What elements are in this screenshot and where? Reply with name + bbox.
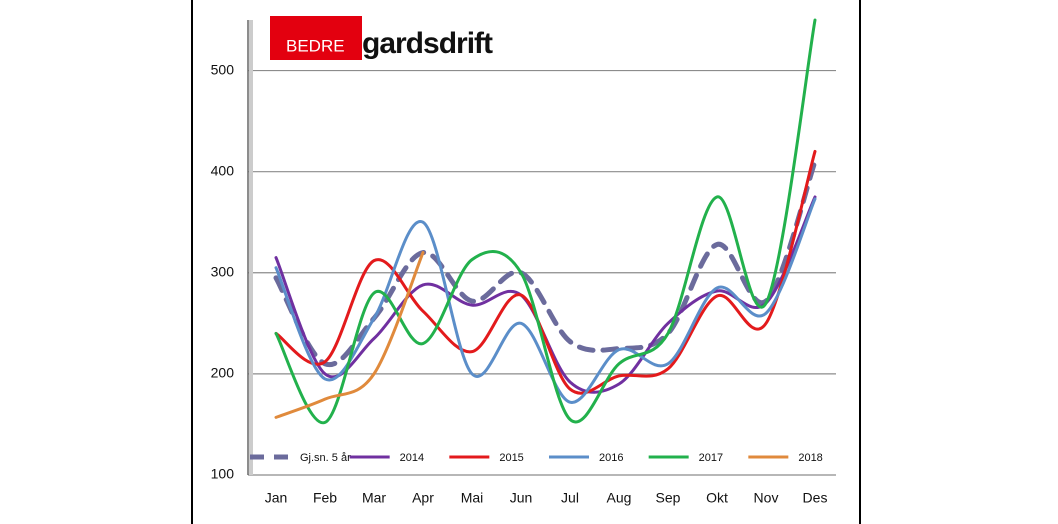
x-tick-label: Mai (461, 490, 484, 506)
series-line (274, 149, 817, 395)
y-tick-label: 200 (211, 365, 235, 381)
legend-label: 2014 (400, 452, 424, 464)
x-tick-label: Okt (706, 490, 728, 506)
legend-label: 2018 (798, 452, 822, 464)
x-tick-label: Feb (313, 490, 337, 506)
legend-label: 2017 (699, 452, 723, 464)
y-tick-label: 500 (211, 61, 235, 77)
x-tick-label: Aug (607, 490, 632, 506)
y-tick-label: 300 (211, 263, 235, 279)
x-tick-label: Jan (265, 490, 288, 506)
legend-label: 2016 (599, 452, 623, 464)
x-tick-label: Nov (754, 490, 779, 506)
logo-box (270, 16, 362, 60)
y-tick-label: 100 (211, 466, 235, 482)
x-tick-label: Mar (362, 490, 386, 506)
series-line (274, 251, 425, 419)
y-tick-label: 400 (211, 162, 235, 178)
series-line (273, 159, 818, 368)
legend-label: 2015 (499, 452, 523, 464)
legend-label: Gj.sn. 5 år (300, 452, 351, 464)
x-tick-label: Jun (510, 490, 533, 506)
x-tick-label: Des (803, 490, 828, 506)
series-line (274, 18, 817, 424)
x-tick-label: Apr (412, 490, 434, 506)
x-tick-label: Jul (561, 490, 579, 506)
x-tick-label: Sep (656, 490, 681, 506)
series-line (274, 197, 817, 404)
logo-name: gardsdrift (362, 27, 493, 60)
logo-prefix: BEDRE (286, 36, 345, 55)
